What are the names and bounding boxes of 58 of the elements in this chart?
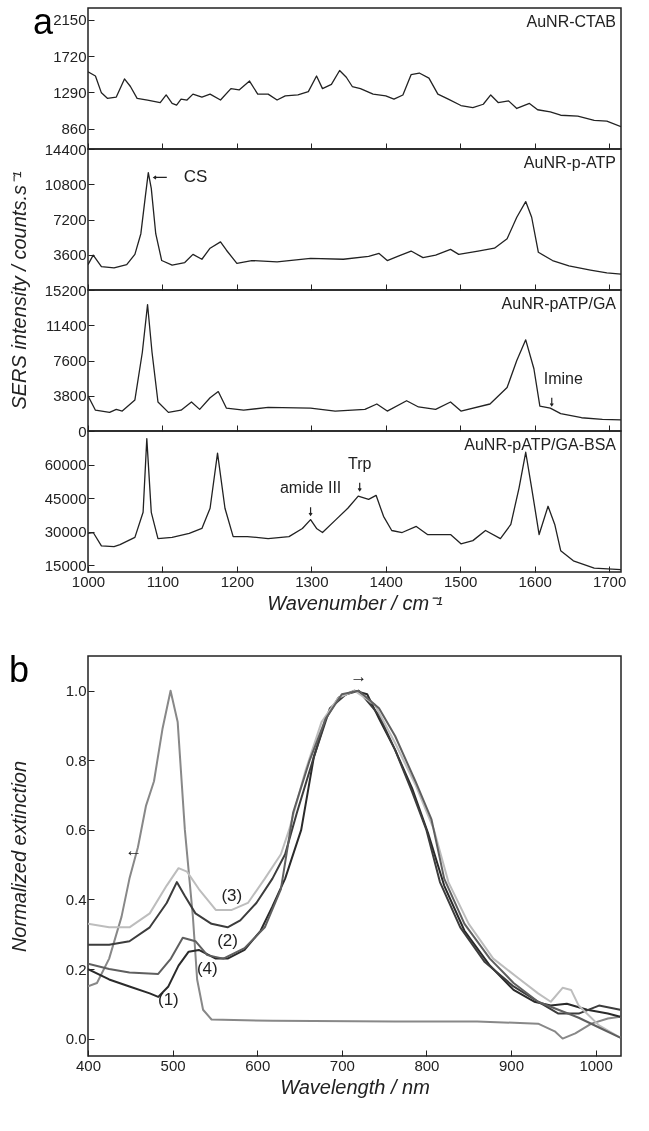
x-tick-label: 1200	[220, 572, 255, 590]
y-tick-label: 45000	[44, 489, 87, 507]
x-tick-label: 1000	[579, 1056, 613, 1074]
x-tick-label: 1000	[71, 572, 106, 590]
annotation: (3)	[221, 885, 243, 905]
text: AuNR-pATP/GA	[501, 295, 617, 312]
y-tick-label: 0.2	[65, 960, 87, 978]
y-tick-label: 3800	[53, 387, 87, 405]
annotation: CS	[183, 167, 208, 187]
y-tick-label: 7600	[53, 352, 87, 369]
x-tick-label: 800	[414, 1056, 440, 1074]
annotation: Trp	[348, 454, 372, 472]
x-tick-label: 1500	[444, 572, 478, 590]
y-tick-label: 14400	[44, 140, 87, 158]
x-tick-label: 1400	[369, 572, 403, 590]
x-tick-label: 900	[499, 1056, 525, 1074]
x-tick-label: 700	[329, 1056, 355, 1074]
y-tick-label: 0.8	[65, 751, 87, 769]
annotation: Imine	[543, 369, 583, 387]
y-tick-label: 2150	[53, 11, 87, 29]
y-tick-label: 0.6	[65, 821, 87, 839]
annotation: ←	[125, 840, 143, 860]
y-tick-label: 1290	[53, 83, 87, 101]
y-tick-label: 7200	[53, 211, 87, 228]
y-axis-title: SERS intensity / counts.s⁻¹	[7, 171, 30, 410]
series-label: AuNR-pATP/GA-BSA	[464, 436, 617, 453]
y-tick-label: 860	[61, 120, 87, 138]
annotation: (1)	[157, 990, 179, 1010]
chart-title: b	[9, 649, 30, 690]
y-axis-title: Normalized extinction	[7, 760, 30, 953]
y-tick-label: 60000	[44, 456, 87, 474]
y-tick-label: 30000	[44, 523, 87, 541]
annotation: →	[350, 666, 368, 686]
chart-title: a	[33, 1, 54, 42]
x-tick-label: 400	[75, 1056, 102, 1074]
y-tick-label: 0	[78, 422, 87, 440]
x-axis-title: Wavelength / nm	[280, 1075, 430, 1098]
y-tick-label: 15000	[44, 556, 87, 574]
series-label: AuNR-p-ATP	[523, 154, 616, 171]
y-tick-label: 0.4	[65, 890, 87, 908]
x-tick-label: 1300	[295, 572, 329, 590]
y-tick-label: 0.0	[65, 1030, 87, 1048]
annotation: amide III	[279, 479, 342, 497]
x-axis-title: Wavenumber / cm⁻¹	[267, 591, 444, 614]
x-tick-label: 600	[245, 1056, 271, 1074]
y-tick-label: 1720	[53, 47, 87, 65]
y-tick-label: 1.0	[65, 682, 87, 700]
y-tick-label: 10800	[44, 175, 87, 193]
x-tick-label: 500	[160, 1056, 186, 1074]
x-tick-label: 1600	[518, 572, 552, 590]
y-tick-label: 3600	[53, 246, 87, 264]
annotation: (2)	[217, 931, 238, 951]
text: AuNR-CTAB	[526, 13, 616, 30]
y-tick-label: 11400	[45, 316, 87, 334]
y-tick-label: 15200	[44, 281, 87, 299]
x-tick-label: 1100	[146, 572, 180, 590]
x-tick-label: 1700	[592, 572, 627, 590]
annotation: (4)	[196, 959, 218, 979]
